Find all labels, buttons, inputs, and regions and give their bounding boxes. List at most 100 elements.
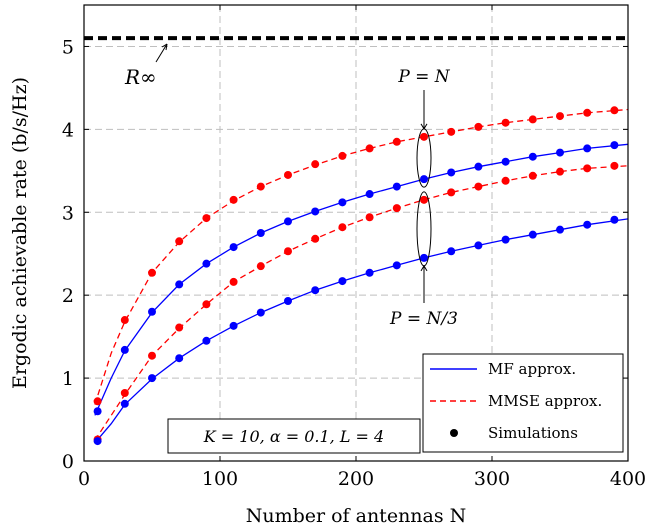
legend-mmse-label: MMSE approx.: [488, 392, 602, 410]
simulation-point: [583, 220, 592, 229]
y-tick-label: 1: [62, 368, 74, 390]
simulation-point: [528, 171, 537, 180]
y-tick-label: 3: [62, 202, 74, 224]
simulation-point: [365, 144, 374, 153]
simulation-point: [338, 277, 347, 286]
simulation-point: [528, 152, 537, 161]
simulation-point: [148, 351, 156, 360]
simulation-point: [120, 399, 129, 408]
x-axis-label: Number of antennas N: [246, 505, 467, 527]
simulation-markers: [93, 106, 619, 446]
simulation-point: [256, 308, 265, 317]
simulation-point: [284, 247, 292, 256]
simulation-point: [175, 354, 184, 363]
x-tick-label: 300: [474, 468, 510, 490]
axis-ticks: 0 100 200 300 400 0 1 2 3 4 5: [62, 5, 646, 490]
annotation-p-n3-arrow-head: [420, 264, 428, 272]
legend-simulation-marker: [450, 429, 458, 437]
simulation-point: [148, 374, 156, 383]
simulation-point: [311, 160, 320, 169]
simulation-point: [365, 213, 374, 222]
simulation-point: [338, 198, 347, 207]
simulation-point: [583, 144, 592, 153]
y-tick-label: 4: [62, 119, 74, 141]
param-box: K = 10, α = 0.1, L = 4: [167, 418, 421, 454]
simulation-point: [447, 188, 456, 197]
simulation-point: [556, 225, 564, 234]
x-tick-label: 200: [338, 468, 374, 490]
annotation-p-n3: P = N/3: [389, 309, 458, 329]
annotation-p-n-arrow-head: [420, 123, 428, 130]
simulation-point: [284, 170, 292, 179]
simulation-point: [583, 108, 592, 117]
simulation-point: [528, 230, 537, 239]
simulation-point: [447, 127, 456, 136]
simulation-point: [501, 118, 510, 127]
y-tick-label: 5: [62, 36, 74, 58]
simulation-point: [420, 132, 428, 141]
simulation-point: [474, 162, 483, 171]
simulation-point: [501, 157, 510, 166]
simulation-point: [528, 115, 537, 124]
simulation-point: [93, 397, 102, 406]
simulation-point: [148, 268, 156, 277]
legend-mf-label: MF approx.: [488, 360, 576, 378]
simulation-point: [420, 195, 428, 204]
x-tick-label: 0: [78, 468, 90, 490]
simulation-point: [284, 217, 292, 226]
simulation-point: [392, 204, 401, 213]
simulation-point: [610, 215, 619, 224]
simulation-point: [175, 280, 184, 289]
simulation-point: [392, 182, 401, 191]
simulation-point: [420, 253, 428, 262]
legend-simulation-label: Simulations: [488, 424, 578, 442]
simulation-point: [284, 296, 292, 305]
asymptote-label: R∞: [124, 65, 157, 89]
simulation-point: [148, 307, 156, 316]
simulation-point: [474, 241, 483, 250]
simulation-point: [447, 168, 456, 177]
simulation-point: [256, 229, 265, 237]
simulation-point: [311, 234, 320, 243]
y-axis-label: Ergodic achievable rate (b/s/Hz): [9, 77, 31, 389]
simulation-point: [229, 195, 238, 204]
simulation-point: [93, 437, 102, 446]
simulation-point: [175, 237, 184, 246]
simulation-point: [229, 243, 238, 252]
simulation-point: [392, 137, 401, 146]
simulation-point: [501, 176, 510, 185]
simulation-point: [501, 235, 510, 244]
simulation-point: [338, 223, 347, 232]
y-tick-label: 0: [62, 451, 74, 473]
simulation-point: [120, 345, 129, 354]
simulation-point: [256, 182, 265, 191]
simulation-point: [202, 214, 211, 223]
simulation-point: [365, 268, 374, 277]
simulation-point: [474, 122, 483, 131]
simulation-point: [256, 262, 265, 271]
simulation-point: [610, 106, 619, 115]
simulation-point: [556, 148, 564, 157]
simulation-point: [610, 161, 619, 170]
param-box-frame: [167, 418, 421, 454]
simulation-point: [120, 389, 129, 398]
simulation-point: [202, 259, 211, 268]
simulation-point: [311, 207, 320, 216]
simulation-point: [229, 321, 238, 330]
simulation-point: [311, 286, 320, 295]
simulation-point: [202, 336, 211, 345]
simulation-point: [420, 175, 428, 184]
simulation-point: [610, 141, 619, 150]
x-tick-label: 400: [610, 468, 646, 490]
simulation-point: [583, 164, 592, 173]
annotation-p-n: P = N: [397, 67, 450, 87]
simulation-point: [120, 316, 129, 325]
x-tick-label: 100: [202, 468, 238, 490]
simulation-point: [202, 300, 211, 309]
simulation-point: [474, 182, 483, 191]
simulation-point: [175, 323, 184, 332]
simulation-point: [556, 167, 564, 176]
annotations: R∞ P = N P = N/3: [84, 36, 628, 329]
legend: MF approx. MMSE approx. Simulations: [422, 353, 624, 453]
